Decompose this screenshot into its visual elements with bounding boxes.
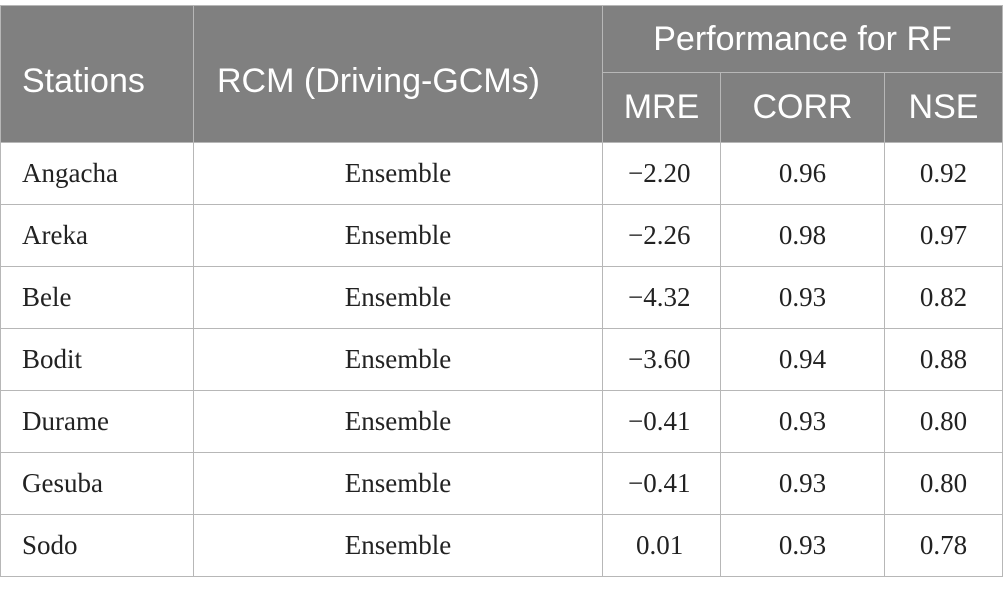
corr-cell: 0.93: [720, 390, 885, 453]
mre-cell: −2.20: [602, 142, 721, 205]
corr-cell: 0.93: [720, 452, 885, 515]
nse-cell: 0.97: [884, 204, 1003, 267]
rcm-cell: Ensemble: [193, 204, 603, 267]
mre-cell: 0.01: [602, 514, 721, 577]
nse-cell: 0.92: [884, 142, 1003, 205]
header-row-2: MRE CORR NSE: [1, 72, 1003, 143]
station-cell: Areka: [0, 204, 194, 267]
mre-header: MRE: [602, 72, 721, 143]
rcm-cell: Ensemble: [193, 452, 603, 515]
corr-cell: 0.94: [720, 328, 885, 391]
station-cell: Durame: [0, 390, 194, 453]
table-row: Sodo Ensemble 0.01 0.93 0.78: [0, 514, 1003, 577]
mre-cell: −4.32: [602, 266, 721, 329]
table-row: Bodit Ensemble −3.60 0.94 0.88: [0, 328, 1003, 391]
station-cell: Gesuba: [0, 452, 194, 515]
rcm-cell: Ensemble: [193, 328, 603, 391]
mre-cell: −2.26: [602, 204, 721, 267]
nse-cell: 0.78: [884, 514, 1003, 577]
stations-header: Stations: [0, 5, 194, 143]
rcm-cell: Ensemble: [193, 142, 603, 205]
mre-cell: −0.41: [602, 452, 721, 515]
table-row: Angacha Ensemble −2.20 0.96 0.92: [0, 142, 1003, 205]
corr-cell: 0.93: [720, 514, 885, 577]
corr-header: CORR: [720, 72, 885, 143]
nse-header: NSE: [884, 72, 1003, 143]
table-row: Gesuba Ensemble −0.41 0.93 0.80: [0, 452, 1003, 515]
corr-cell: 0.96: [720, 142, 885, 205]
station-cell: Bodit: [0, 328, 194, 391]
nse-cell: 0.88: [884, 328, 1003, 391]
table-header: Stations RCM (Driving-GCMs) Performance …: [0, 5, 1003, 143]
nse-cell: 0.82: [884, 266, 1003, 329]
performance-header: Performance for RF: [602, 5, 1003, 73]
table-row: Bele Ensemble −4.32 0.93 0.82: [0, 266, 1003, 329]
table-body: Angacha Ensemble −2.20 0.96 0.92 Areka E…: [0, 142, 1003, 577]
header-row-1: Stations RCM (Driving-GCMs) Performance …: [0, 5, 1003, 143]
station-cell: Angacha: [0, 142, 194, 205]
performance-table: Stations RCM (Driving-GCMs) Performance …: [0, 5, 1003, 577]
station-cell: Bele: [0, 266, 194, 329]
table-row: Areka Ensemble −2.26 0.98 0.97: [0, 204, 1003, 267]
corr-cell: 0.93: [720, 266, 885, 329]
rcm-cell: Ensemble: [193, 514, 603, 577]
rcm-header: RCM (Driving-GCMs): [193, 5, 603, 143]
rcm-cell: Ensemble: [193, 266, 603, 329]
rcm-cell: Ensemble: [193, 390, 603, 453]
station-cell: Sodo: [0, 514, 194, 577]
corr-cell: 0.98: [720, 204, 885, 267]
table-row: Durame Ensemble −0.41 0.93 0.80: [0, 390, 1003, 453]
mre-cell: −3.60: [602, 328, 721, 391]
mre-cell: −0.41: [602, 390, 721, 453]
nse-cell: 0.80: [884, 452, 1003, 515]
nse-cell: 0.80: [884, 390, 1003, 453]
